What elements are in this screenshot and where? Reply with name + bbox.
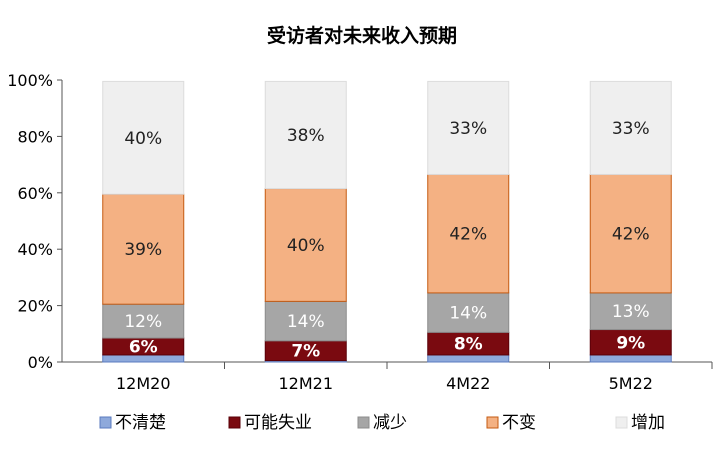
data-label: 14% xyxy=(449,304,487,324)
data-label: 38% xyxy=(287,126,325,146)
bar-segment xyxy=(589,354,672,363)
legend-swatch xyxy=(486,416,499,429)
bar-segment xyxy=(427,354,510,363)
data-label: 40% xyxy=(124,129,162,149)
data-label: 42% xyxy=(449,225,487,245)
data-label: 33% xyxy=(612,119,650,139)
legend-label: 不清楚 xyxy=(115,413,166,433)
legend-label: 不变 xyxy=(502,413,536,433)
bars: 6% 12% 39% 40% 7% 14% 40% 38% 8% 14% 42% 33% 9% 13% 42… xyxy=(102,80,672,363)
legend-swatch xyxy=(228,416,241,429)
chart-title: 受访者对未来收入预期 xyxy=(267,24,457,47)
y-tick-label: 100% xyxy=(7,71,53,90)
data-label: 13% xyxy=(612,302,650,322)
y-axis: 0% 20% 40% 60% 80% 100% xyxy=(7,71,63,372)
x-category-label: 12M21 xyxy=(278,374,333,393)
bar-segment xyxy=(102,193,185,305)
bar-segment xyxy=(589,292,672,331)
data-label: 39% xyxy=(124,240,162,260)
bar-segment xyxy=(264,80,347,190)
data-label: 8% xyxy=(454,335,483,355)
data-label: 12% xyxy=(124,312,162,332)
data-label: 33% xyxy=(449,119,487,139)
y-tick-label: 20% xyxy=(17,297,53,316)
bar-segment xyxy=(427,173,510,294)
bar-segment xyxy=(427,80,510,175)
data-label: 7% xyxy=(291,342,320,362)
bar-segment xyxy=(102,80,185,195)
bar-segment xyxy=(264,300,347,342)
y-tick-label: 60% xyxy=(17,184,53,203)
bar-segment xyxy=(427,292,510,333)
bar-segment xyxy=(589,80,672,175)
data-label: 6% xyxy=(129,337,158,357)
data-label: 14% xyxy=(287,312,325,332)
y-tick-label: 80% xyxy=(17,127,53,146)
legend-swatch xyxy=(615,416,628,429)
bar-segment xyxy=(589,173,672,294)
y-tick-label: 40% xyxy=(17,240,53,259)
bar-segment xyxy=(589,329,672,356)
data-label: 9% xyxy=(616,333,645,353)
x-axis: 12M20 12M21 4M22 5M22 xyxy=(62,361,713,393)
legend-swatch xyxy=(99,416,112,429)
legend-label: 增加 xyxy=(631,413,665,433)
bar-segment xyxy=(102,303,185,339)
data-label: 40% xyxy=(287,236,325,256)
legend-label: 可能失业 xyxy=(244,413,312,433)
y-tick-label: 0% xyxy=(28,353,53,372)
x-category-label: 12M20 xyxy=(116,374,171,393)
x-category-label: 4M22 xyxy=(446,374,490,393)
data-label: 42% xyxy=(612,225,650,245)
legend: 不清楚 可能失业 减少 不变 增加 xyxy=(99,413,665,433)
legend-swatch xyxy=(357,416,370,429)
bar-segment xyxy=(264,188,347,302)
legend-label: 减少 xyxy=(373,413,407,433)
x-category-label: 5M22 xyxy=(609,374,653,393)
